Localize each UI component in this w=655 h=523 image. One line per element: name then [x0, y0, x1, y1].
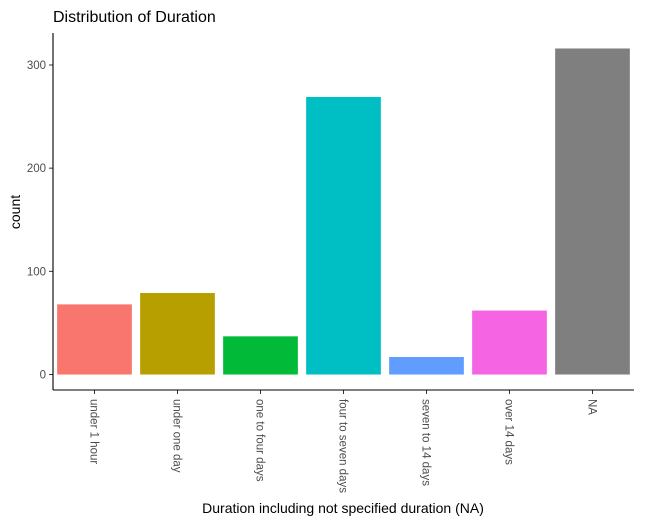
x-tick-label: over 14 days	[503, 399, 515, 465]
x-tick-label: four to seven days	[337, 399, 349, 493]
x-tick-label: seven to 14 days	[420, 399, 432, 486]
x-tick-label: one to four days	[254, 399, 266, 482]
bar	[140, 293, 215, 375]
y-tick-label: 100	[27, 266, 46, 278]
bar	[57, 304, 132, 375]
chart-title: Distribution of Duration	[53, 9, 216, 26]
bar	[223, 336, 298, 375]
y-axis-title: count	[7, 195, 23, 229]
x-tick-label: under one day	[171, 399, 183, 473]
bar	[472, 310, 547, 375]
x-tick-label: NA	[586, 399, 598, 415]
bar	[389, 356, 464, 375]
x-axis-title: Duration including not specified duratio…	[202, 500, 484, 516]
bars-group	[57, 48, 630, 375]
x-tick-label: under 1 hour	[88, 399, 100, 464]
y-tick-label: 0	[40, 370, 46, 382]
x-axis-ticks: under 1 hour under one day one to four day…	[88, 390, 598, 493]
y-tick-label: 200	[27, 163, 46, 175]
y-axis-ticks: 0 100 200 300	[27, 60, 53, 382]
y-tick-label: 300	[27, 60, 46, 72]
bar	[306, 96, 381, 375]
bar	[555, 48, 630, 375]
